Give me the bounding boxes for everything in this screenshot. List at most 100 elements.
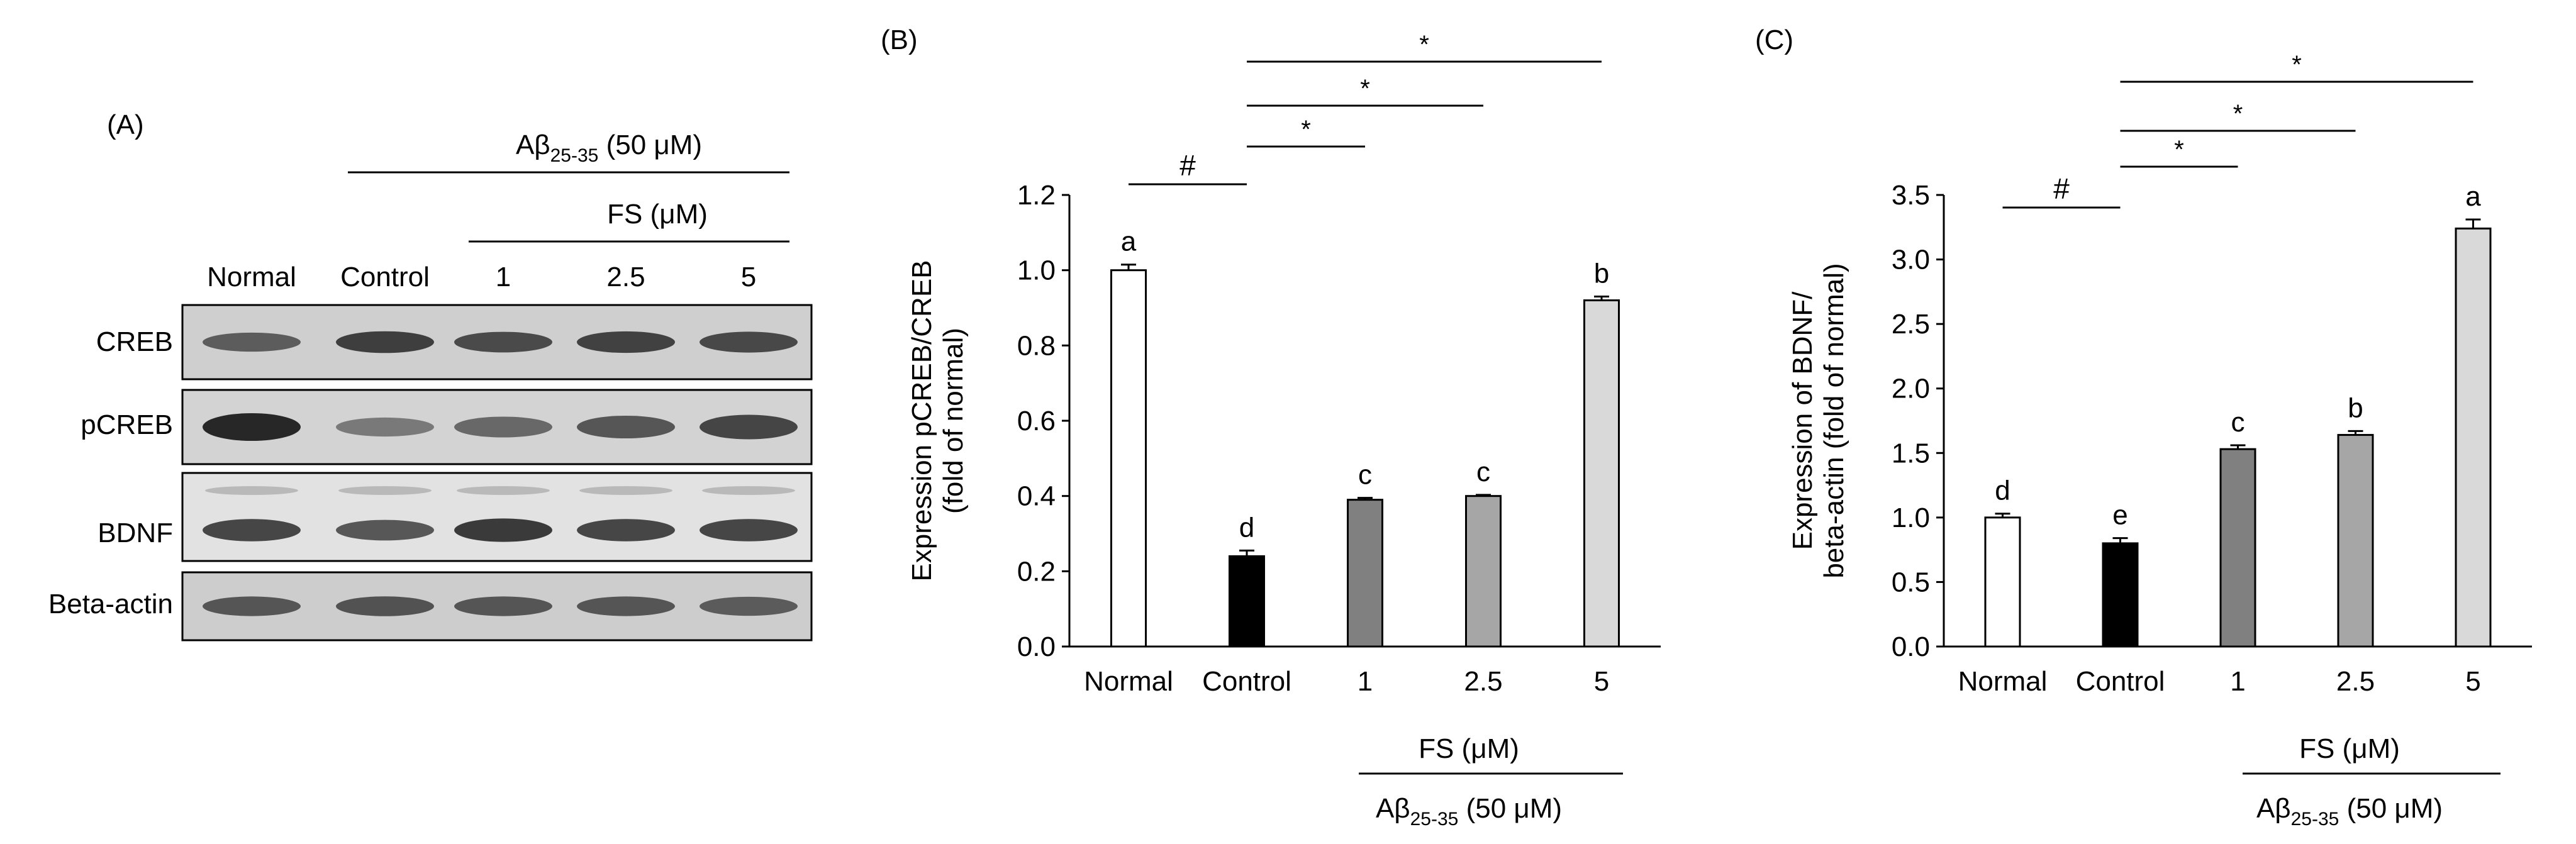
significance-symbol: #: [1179, 149, 1196, 182]
y-tick-label: 3.5: [1892, 180, 1930, 211]
panel-c-bdnf-chart: (C) 0.0 0.5 1.0 1.5 2.0 2.5 3.0 3.5 Expression o…: [1755, 25, 2532, 830]
y-tick-label: 1.0: [1017, 255, 1056, 286]
blot-column-labels: Normal Control 1 2.5 5: [207, 262, 756, 292]
blot-band: [336, 596, 434, 616]
y-axis-label: (fold of normal): [938, 328, 969, 514]
blot-row-label: CREB: [96, 326, 173, 357]
y-tick-label: 0.8: [1017, 330, 1056, 361]
significance-symbol: *: [1301, 116, 1311, 143]
x-tick-label: 1: [2230, 666, 2245, 697]
y-tick-label: 0.5: [1892, 567, 1930, 597]
blot-band: [336, 417, 434, 437]
significance-letter: d: [1995, 475, 2010, 506]
blot-column-label: 5: [741, 262, 756, 292]
bar: [1583, 299, 1620, 648]
blot-bands: [203, 596, 798, 616]
significance-letter: b: [2348, 392, 2363, 423]
blot-band: [203, 519, 301, 541]
y-tick-label: 1.2: [1017, 180, 1056, 211]
significance-letter: e: [2112, 500, 2127, 531]
significance-letter: c: [1358, 460, 1372, 491]
significance-symbol: *: [1419, 31, 1429, 58]
significance-symbol: *: [2174, 136, 2184, 164]
blot-header-abeta: Aβ25-35 (50 μM): [516, 130, 702, 166]
x-tick-label: Control: [1202, 666, 1291, 697]
blot-band-faint: [579, 486, 672, 495]
blot-band: [454, 416, 552, 438]
y-tick-label: 2.5: [1892, 309, 1930, 340]
blot-band: [577, 331, 675, 353]
blot-band: [203, 413, 301, 441]
blot-column-label: Normal: [207, 262, 296, 292]
y-axis-label: Expression of BDNF/: [1787, 291, 1818, 550]
significance-symbol: *: [1360, 75, 1370, 103]
significance-letter: c: [1476, 457, 1490, 487]
chart-b-fs-label: FS (μM): [1419, 733, 1519, 764]
bar: [1110, 269, 1147, 648]
chart-c-abeta-label: Aβ25-35 (50 μM): [2256, 793, 2443, 830]
blot-row-label: BDNF: [98, 518, 173, 548]
y-axis-label: Expression pCREB/CREB: [906, 260, 937, 581]
bar: [2455, 227, 2492, 648]
blot-bands: [203, 331, 798, 353]
y-tick-label: 0.6: [1017, 406, 1056, 436]
blot-band: [577, 519, 675, 541]
significance-symbol: *: [2233, 100, 2243, 128]
blot-column-label: 1: [496, 262, 511, 292]
blot-row-labels: CREB pCREB BDNF Beta-actin: [48, 326, 173, 619]
x-tick-label: Normal: [1958, 666, 2048, 697]
x-tick-label: Control: [2076, 666, 2165, 697]
panel-c-label: (C): [1755, 25, 1793, 55]
y-tick-label: 0.4: [1017, 481, 1056, 512]
blot-band: [700, 414, 798, 440]
blot-band: [454, 596, 552, 616]
chart-c-fs-label: FS (μM): [2299, 733, 2400, 764]
blot-band: [336, 519, 434, 541]
y-tick-label: 0.0: [1017, 631, 1056, 662]
blot-row-label: pCREB: [81, 409, 173, 440]
bar: [2102, 542, 2139, 648]
blot-band: [336, 331, 434, 353]
significance-letter: b: [1594, 258, 1609, 289]
blot-band: [454, 331, 552, 353]
significance-symbol: #: [2053, 172, 2070, 205]
blot-band: [700, 596, 798, 616]
blot-strip-beta-actin: [181, 571, 813, 641]
bar: [1465, 495, 1502, 648]
y-axis-label: beta-actin (fold of normal): [1819, 263, 1849, 578]
significance-letter: a: [2465, 181, 2481, 212]
bar: [1229, 555, 1265, 648]
panel-a-label: (A): [107, 109, 144, 140]
y-tick-label: 3.0: [1892, 245, 1930, 275]
y-tick-label: 1.5: [1892, 438, 1930, 469]
panel-a-western-blot: (A) Aβ25-35 (50 μM) FS (μM) Normal Contr…: [48, 109, 813, 641]
significance-symbol: *: [2292, 51, 2302, 79]
chart-b-abeta-label: Aβ25-35 (50 μM): [1376, 793, 1562, 830]
bar: [2219, 448, 2256, 648]
blot-bands: [203, 413, 798, 441]
significance-letter: c: [2231, 407, 2245, 438]
blot-strip-creb: [181, 304, 813, 380]
blot-band-faint: [457, 486, 550, 495]
x-tick-label: 2.5: [2336, 666, 2375, 697]
y-tick-label: 0.2: [1017, 556, 1056, 587]
panel-b-pcreb-chart: (B) 0.0 0.2 0.4 0.6 0.8 1.0 1.2 Expression pCRE…: [881, 25, 1661, 830]
blot-column-label: 2.5: [606, 262, 645, 292]
bar: [2337, 434, 2374, 648]
x-tick-label: Normal: [1084, 666, 1173, 697]
blot-band-faint: [205, 486, 298, 495]
blot-strip-pcreb: [181, 389, 813, 465]
blot-band: [203, 596, 301, 616]
blot-band-faint: [702, 486, 795, 495]
x-tick-label: 5: [2465, 666, 2480, 697]
blot-band: [700, 519, 798, 541]
y-tick-label: 1.0: [1892, 503, 1930, 533]
blot-band: [700, 331, 798, 353]
blot-strip-bdnf: [181, 472, 813, 562]
bar: [1984, 516, 2021, 648]
blot-band: [203, 332, 301, 352]
y-tick-label: 0.0: [1892, 631, 1930, 662]
chart-c-plot: 0.0 0.5 1.0 1.5 2.0 2.5 3.0 3.5 Expression of BD…: [1787, 51, 2532, 697]
bar: [1347, 499, 1383, 648]
